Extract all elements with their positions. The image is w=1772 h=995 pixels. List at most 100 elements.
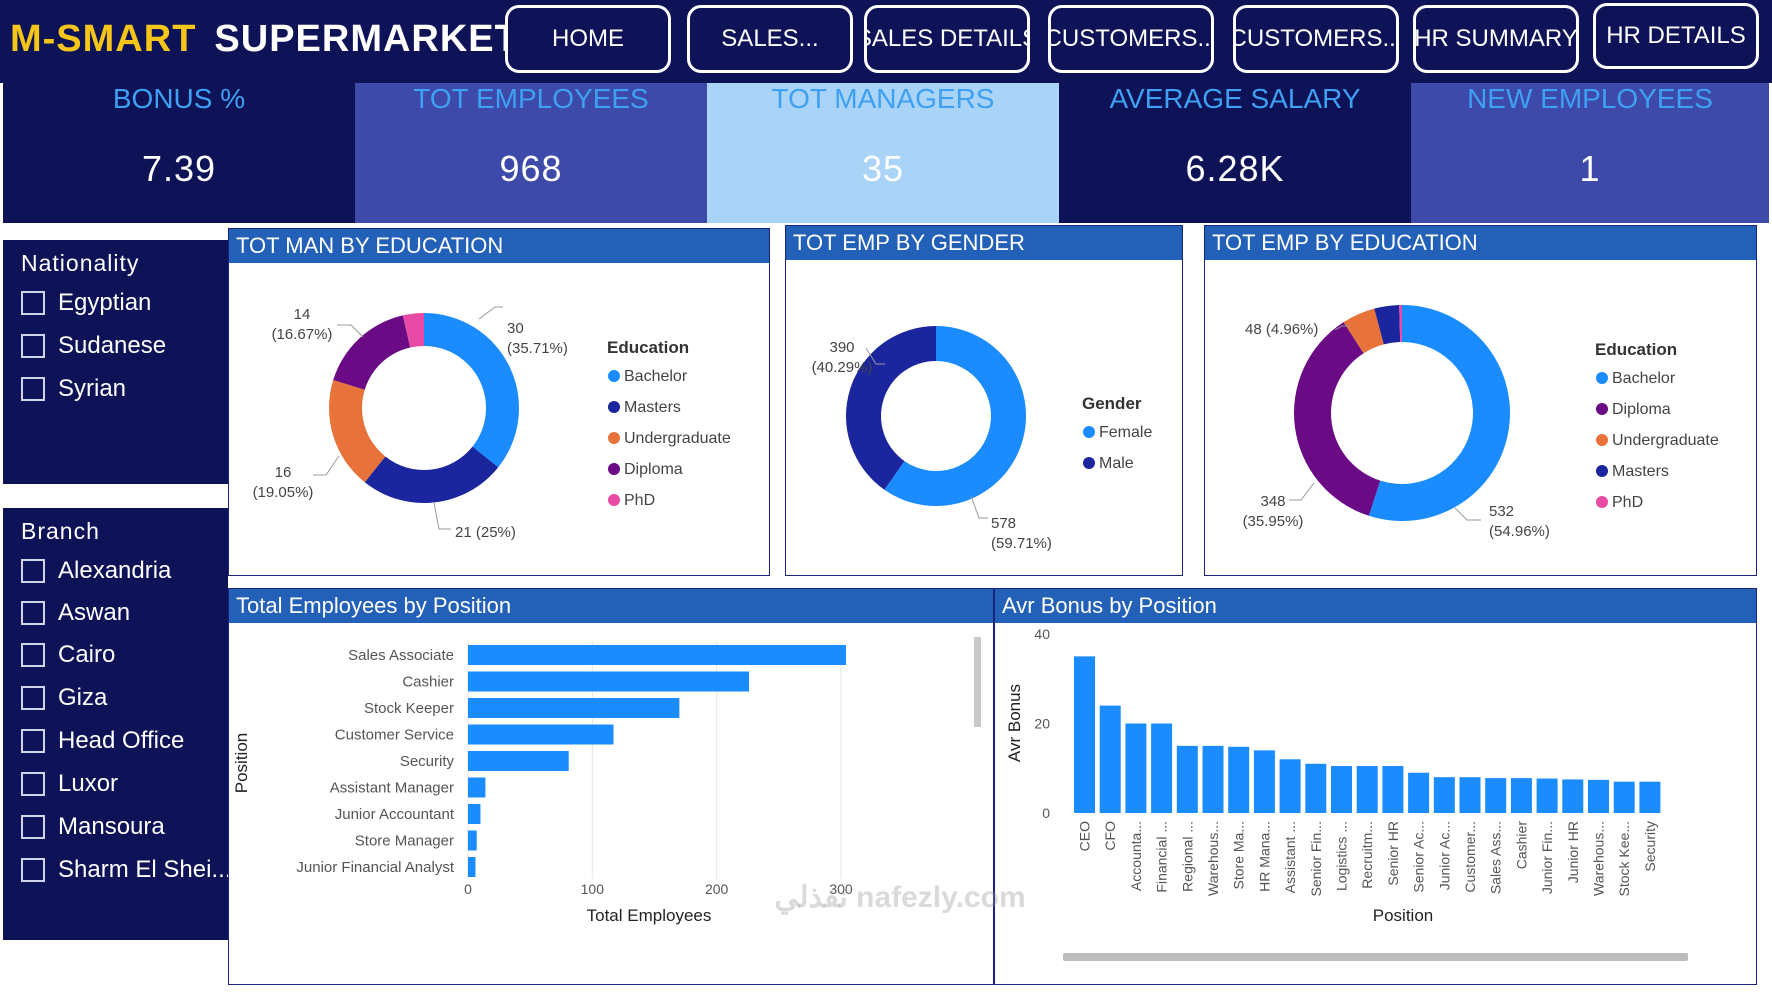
- panel-title: TOT EMP BY GENDER: [786, 226, 1182, 260]
- donut-slice-masters: [364, 446, 499, 503]
- branch-option-head-office[interactable]: Head Office: [21, 727, 184, 755]
- bar-security: [468, 751, 569, 771]
- tot-emp-by-gender-chart: Gender Female Male 578 (59.71%) 390 (40.29%): [812, 326, 1152, 552]
- legend-marker-undergraduate: [608, 432, 620, 444]
- nationality-filter: Nationality Egyptian Sudanese Syrian: [3, 240, 228, 484]
- branch-option-cairo[interactable]: Cairo: [21, 641, 115, 669]
- donut-slice-female: [884, 326, 1026, 506]
- legend-item-diploma: Diploma: [624, 461, 683, 478]
- leader-line: [478, 306, 503, 320]
- x-tick-label: Junior HR: [1565, 821, 1581, 883]
- data-label: 14: [294, 306, 311, 323]
- x-tick-label: Accounta...: [1128, 821, 1144, 891]
- x-tick-label: Logistics ...: [1334, 821, 1350, 891]
- bar-17: [1510, 778, 1532, 813]
- bar-10: [1331, 766, 1352, 813]
- avr-bonus-by-position-panel: Avr Bonus by Position 0 20 40 CEO CFO Account…: [994, 588, 1757, 985]
- legend-item-female: Female: [1099, 424, 1152, 441]
- legend-item-undergraduate: Undergraduate: [624, 430, 731, 447]
- y-tick-label: 20: [1034, 716, 1050, 732]
- x-tick-label: Stock Kee...: [1616, 821, 1632, 896]
- data-label: 578: [991, 515, 1016, 532]
- nav-hr-summary-button[interactable]: HR SUMMARY: [1413, 5, 1579, 73]
- nav-sales-details-button[interactable]: SALES DETAILS: [864, 5, 1030, 73]
- nationality-option-egyptian[interactable]: Egyptian: [21, 289, 151, 317]
- tot-emp-by-education-chart: Education Bachelor Diploma Undergraduate Mas…: [1243, 305, 1719, 540]
- branch-option-giza[interactable]: Giza: [21, 684, 107, 712]
- checkbox-icon[interactable]: [21, 291, 45, 315]
- data-label: (40.29%): [812, 359, 873, 376]
- tot-emp-by-education-panel: TOT EMP BY EDUCATION Education Bachelor Di…: [1204, 225, 1757, 576]
- kpi-employees-label: TOT EMPLOYEES: [413, 83, 649, 114]
- legend-item-masters: Masters: [1612, 463, 1669, 480]
- branch-option-alexandria[interactable]: Alexandria: [21, 557, 171, 585]
- bar-9: [1305, 763, 1327, 813]
- legend-title: Education: [1595, 340, 1677, 359]
- checkbox-icon[interactable]: [21, 601, 45, 625]
- checkbox-icon[interactable]: [21, 377, 45, 401]
- bar-15: [1459, 777, 1481, 813]
- donut-slice-phd: [1399, 305, 1402, 343]
- x-tick-label: Senior HR: [1385, 821, 1401, 886]
- nationality-option-sudanese[interactable]: Sudanese: [21, 332, 166, 360]
- leader-line: [433, 502, 451, 530]
- bar-18: [1536, 778, 1558, 813]
- leader-line: [865, 347, 885, 365]
- checkbox-icon[interactable]: [21, 858, 45, 882]
- data-label: 16: [275, 464, 292, 481]
- data-label: 48 (4.96%): [1245, 321, 1318, 338]
- nav-home-button[interactable]: HOME: [505, 5, 671, 73]
- branch-option-mansoura[interactable]: Mansoura: [21, 813, 165, 841]
- nav-hr-details-button[interactable]: HR DETAILS: [1593, 3, 1759, 69]
- nationality-option-label: Egyptian: [58, 289, 152, 316]
- branch-option-luxor[interactable]: Luxor: [21, 770, 118, 798]
- legend-marker-bachelor: [1596, 372, 1608, 384]
- data-label: (16.67%): [272, 326, 333, 343]
- bar-junior-financial-analyst: [468, 857, 476, 877]
- x-tick-label: Financial ...: [1154, 821, 1170, 893]
- watermark: نفذلي nafezly.com: [774, 881, 1026, 914]
- legend-marker-male: [1083, 457, 1095, 469]
- nationality-option-syrian[interactable]: Syrian: [21, 375, 126, 403]
- tot-man-by-education-chart: Education Bachelor Masters Undergraduate Dip…: [253, 306, 731, 541]
- nav-sales-button[interactable]: SALES...: [687, 5, 853, 73]
- checkbox-icon[interactable]: [21, 643, 45, 667]
- y-axis-label: Avr Bonus: [1005, 684, 1024, 762]
- legend-title: Education: [607, 338, 689, 357]
- legend-marker-female: [1083, 426, 1095, 438]
- legend-item-bachelor: Bachelor: [624, 368, 688, 385]
- branch-option-aswan[interactable]: Aswan: [21, 599, 130, 627]
- bar-21: [1613, 781, 1635, 813]
- nav-customers-button[interactable]: CUSTOMERS...: [1048, 5, 1214, 73]
- data-label: (35.71%): [507, 340, 568, 357]
- branch-option-label: Sharm El Shei...: [58, 856, 232, 883]
- checkbox-icon[interactable]: [21, 729, 45, 753]
- checkbox-icon[interactable]: [21, 334, 45, 358]
- bar-11: [1356, 766, 1378, 813]
- x-tick-label: Warehous...: [1591, 821, 1607, 896]
- bar-sales-associate: [468, 645, 846, 665]
- bar-19: [1562, 779, 1584, 813]
- data-label: (35.95%): [1243, 513, 1304, 530]
- legend-item-diploma: Diploma: [1612, 401, 1671, 418]
- legend-marker-undergraduate: [1596, 434, 1608, 446]
- checkbox-icon[interactable]: [21, 772, 45, 796]
- y-tick-label: 0: [1042, 805, 1050, 821]
- leader-line: [1454, 507, 1481, 521]
- checkbox-icon[interactable]: [21, 815, 45, 839]
- donut-slice-phd: [402, 313, 424, 348]
- legend-marker-diploma: [1596, 403, 1608, 415]
- leader-line: [337, 324, 364, 338]
- y-tick-label: Security: [400, 753, 455, 770]
- kpi-new-employees-label: NEW EMPLOYEES: [1467, 83, 1713, 114]
- legend-item-bachelor: Bachelor: [1612, 370, 1676, 387]
- x-tick-label: Store Ma...: [1231, 821, 1247, 889]
- branch-option-sharm[interactable]: Sharm El Shei...: [21, 856, 231, 884]
- legend-item-masters: Masters: [624, 399, 681, 416]
- donut-slice-male: [846, 326, 936, 490]
- nav-customers-details-button[interactable]: CUSTOMERS...: [1233, 5, 1399, 73]
- nationality-filter-title: Nationality: [21, 250, 140, 276]
- checkbox-icon[interactable]: [21, 686, 45, 710]
- checkbox-icon[interactable]: [21, 559, 45, 583]
- x-tick-label: HR Mana...: [1256, 821, 1272, 892]
